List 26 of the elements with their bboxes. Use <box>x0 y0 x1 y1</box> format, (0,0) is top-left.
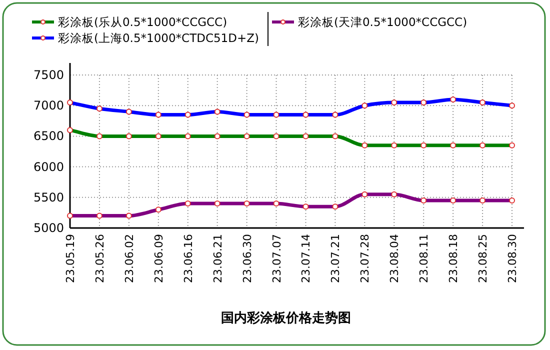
x-tick-label: 23.06.30 <box>240 234 254 283</box>
x-tick-label: 23.08.30 <box>506 234 519 283</box>
y-tick-label: 5500 <box>33 190 64 204</box>
x-tick-label: 23.06.16 <box>182 234 195 283</box>
legend-label: 彩涂板(上海0.5*1000*CTDC51D+Z) <box>58 31 259 45</box>
y-tick-label: 6500 <box>33 129 64 144</box>
x-tick-label: 23.06.21 <box>211 234 224 283</box>
x-tick-label: 23.08.25 <box>476 234 490 283</box>
x-tick-label: 23.07.07 <box>270 234 284 283</box>
legend-label: 彩涂板(天津0.5*1000*CCGCC) <box>298 15 468 29</box>
x-tick-label: 23.08.18 <box>447 234 460 283</box>
y-tick-label: 7000 <box>33 98 64 113</box>
legend-label: 彩涂板(乐从0.5*1000*CCGCC) <box>58 15 228 29</box>
x-tick-label: 23.06.02 <box>122 234 136 283</box>
y-tick-label: 7500 <box>33 68 64 82</box>
x-tick-label: 23.08.04 <box>388 234 402 283</box>
x-tick-label: 23.08.11 <box>418 234 431 283</box>
text: 国内彩涂板价格走势图 <box>221 310 351 326</box>
y-tick-label: 5000 <box>33 221 64 235</box>
x-tick-label: 23.07.21 <box>329 234 342 283</box>
x-tick-label: 23.07.14 <box>300 234 313 283</box>
x-tick-label: 23.07.28 <box>358 234 372 283</box>
y-tick-label: 6000 <box>33 160 64 174</box>
x-tick-label: 23.06.09 <box>152 234 166 283</box>
x-tick-label: 23.05.26 <box>93 234 106 283</box>
x-tick-label: 23.05.19 <box>64 234 77 283</box>
